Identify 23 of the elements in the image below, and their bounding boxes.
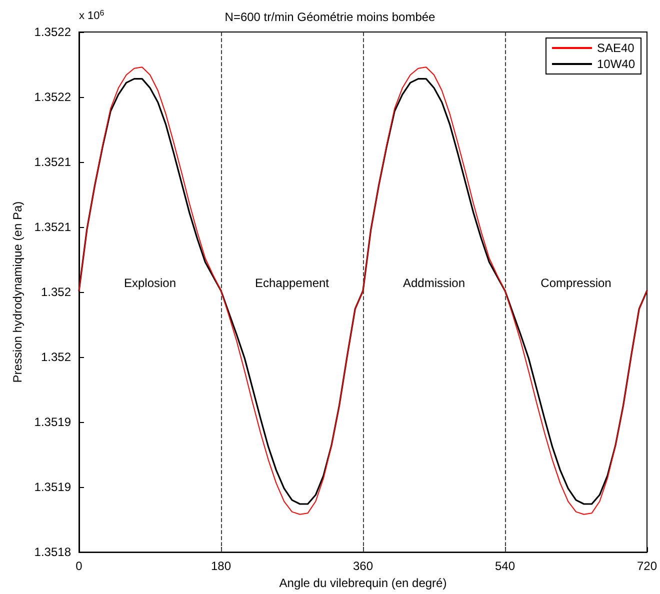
legend-label: SAE40 [596,41,635,55]
annotation: Addmission [402,276,466,290]
annotation: Echappement [254,276,330,290]
y-tick-label: 1.3522 [34,25,72,39]
y-tick-label: 1.352 [40,285,72,300]
x-tick-label: 180 [210,559,232,574]
x-tick-label: 0 [76,559,83,574]
y-tick-label: 1.3518 [34,545,72,560]
y-axis-title: Pression hydrodynamique (en Pa) [10,201,24,383]
x-tick-label: 720 [636,559,658,574]
y-tick-label: 1.3519 [34,415,72,430]
y-tick-label: 1.3521 [34,220,72,234]
x-tick-label: 360 [352,559,374,574]
x-tick-label: 540 [494,559,516,574]
annotation: Explosion [124,276,176,290]
legend-label: 10W40 [596,57,636,71]
x-axis-title: Angle du vilebrequin (en degré) [279,576,447,590]
y-tick-label: 1.352 [40,350,72,364]
annotation: Compression [540,276,612,290]
chart-title: N=600 tr/min Géométrie moins bombée [224,10,436,24]
y-tick-label: 1.3521 [34,155,72,170]
y-tick-label: 1.3519 [34,480,72,494]
y-tick-label: 1.3522 [34,90,72,104]
